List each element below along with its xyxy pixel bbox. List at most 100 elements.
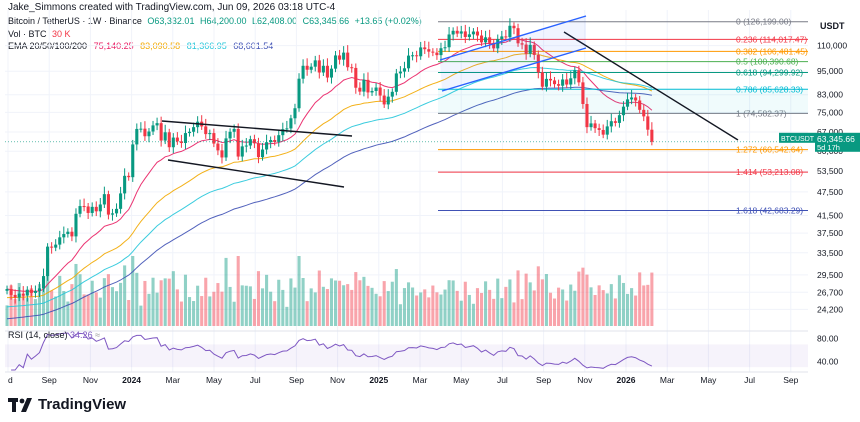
candle-body	[236, 128, 240, 157]
candle-body	[569, 78, 573, 85]
candle-body	[175, 137, 179, 142]
volume-label[interactable]: Vol · BTC	[8, 29, 47, 39]
rsi-label[interactable]: RSI (14, close)	[8, 330, 68, 340]
price-tick-label: 24,200	[817, 304, 843, 314]
volume-bar	[471, 303, 475, 326]
volume-bar	[143, 280, 147, 326]
volume-bar	[273, 301, 277, 326]
candle-body	[528, 44, 532, 54]
fib-level-label: 1.414 (53,213.08)	[736, 167, 803, 177]
candle-body	[54, 244, 58, 248]
volume-bar	[520, 299, 524, 326]
volume-bar	[581, 267, 585, 326]
volume-bar	[123, 265, 127, 326]
volume-bar	[638, 272, 642, 326]
price-tag-price: 63,345.66	[817, 134, 855, 144]
time-tick-label: Jul	[744, 375, 755, 385]
volume-bar	[139, 305, 143, 326]
price-tick-label: 75,000	[817, 107, 843, 117]
candle-body	[265, 142, 269, 150]
volume-info-line: Vol · BTC 30 K	[8, 29, 74, 39]
candle-body	[544, 78, 548, 87]
candle-body	[183, 133, 188, 144]
volume-bar	[496, 278, 500, 326]
time-tick-label: May	[206, 375, 223, 385]
candle-body	[240, 146, 244, 157]
volume-bar	[135, 272, 139, 326]
volume-bar	[475, 288, 480, 326]
volume-bar	[260, 288, 265, 326]
candle-body	[297, 78, 301, 109]
fib-level-label: 0.236 (114,017.47)	[736, 34, 807, 44]
volume-bar	[248, 286, 252, 326]
volume-bar	[382, 281, 386, 326]
candle-body	[536, 54, 540, 73]
candle-body	[431, 51, 435, 53]
volume-bar	[500, 298, 504, 326]
candle-body	[630, 97, 634, 100]
candle-body	[398, 71, 402, 74]
volume-bar	[552, 298, 557, 326]
price-tick-label: 33,500	[817, 248, 843, 258]
time-tick-label: Sep	[536, 375, 551, 385]
candle-body	[244, 145, 248, 147]
candle-body	[248, 139, 252, 146]
rsi-extra: ≈	[95, 330, 101, 340]
candle-body	[46, 246, 50, 277]
volume-bar	[378, 296, 382, 326]
volume-bar	[54, 296, 58, 326]
price-tag-countdown: 5d 17h	[817, 143, 840, 152]
time-tick-label: May	[453, 375, 470, 385]
candle-body	[167, 132, 171, 148]
symbol-info-line: Bitcoin / TetherUS · 1W · Binance O63,33…	[8, 16, 425, 26]
candle-body	[9, 289, 13, 295]
tradingview-logo-text: TradingView	[38, 396, 127, 413]
volume-bar	[240, 285, 244, 326]
symbol-name[interactable]: Bitcoin / TetherUS · 1W · Binance	[8, 16, 142, 26]
rsi-label-line: RSI (14, close) 34.26 ≈	[8, 330, 100, 340]
volume-bar	[269, 291, 273, 326]
candle-body	[317, 60, 321, 73]
flag-upper-trendline	[161, 120, 353, 137]
time-tick-label: Nov	[577, 375, 593, 385]
ema-100-line	[6, 66, 653, 308]
volume-bar	[484, 281, 488, 326]
volume-bar	[630, 288, 634, 326]
volume-bar	[342, 285, 346, 326]
volume-bar	[406, 282, 411, 326]
candle-body	[358, 87, 362, 92]
candle-body	[70, 231, 74, 237]
candle-body	[98, 204, 102, 212]
volume-bar	[187, 297, 192, 326]
volume-bar	[102, 278, 106, 326]
volume-bar	[119, 282, 123, 326]
candle-body	[277, 135, 281, 142]
candle-body	[573, 70, 577, 79]
volume-bar	[309, 288, 313, 326]
volume-bar	[459, 300, 463, 326]
candle-body	[321, 65, 325, 73]
price-axis: 110,00095,00083,00075,00067,00060,00053,…	[817, 41, 847, 315]
candle-body	[212, 133, 216, 144]
candle-body	[589, 123, 593, 128]
volume-bar	[220, 291, 224, 326]
candle-body	[561, 79, 565, 86]
change-value: +13.65 (+0.02%)	[354, 16, 422, 26]
candle-body	[86, 206, 90, 213]
volume-bar	[394, 269, 398, 326]
candle-body	[350, 67, 354, 69]
rsi-line	[11, 332, 653, 371]
low-value: L62,408.00	[252, 16, 298, 26]
volume-bar	[86, 294, 90, 326]
volume-bar	[114, 291, 119, 326]
candle-body	[540, 72, 544, 87]
volume-bar	[179, 301, 183, 326]
candle-body	[411, 55, 415, 57]
candle-body	[25, 289, 29, 296]
candle-body	[78, 206, 82, 214]
candle-body	[252, 139, 256, 144]
candle-body	[204, 126, 208, 135]
candlesticks	[5, 18, 654, 304]
volume-bar	[512, 302, 516, 326]
